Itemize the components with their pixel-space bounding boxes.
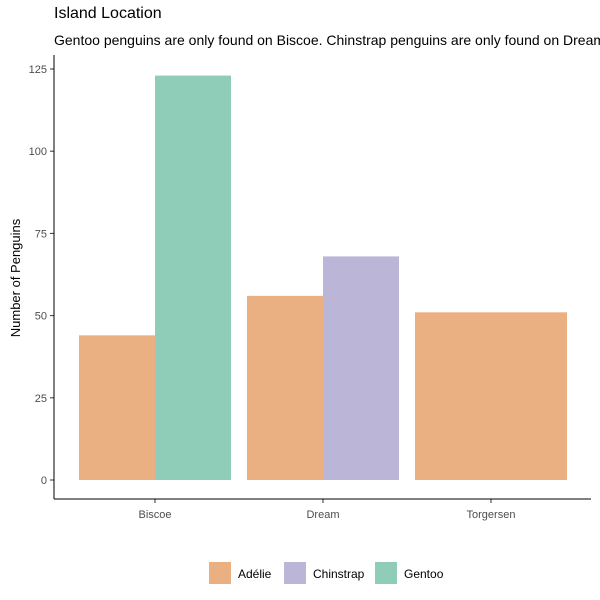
chart-title: Island Location: [54, 5, 162, 22]
bar-biscoe-adelie: [79, 335, 155, 480]
legend: Adélie Chinstrap Gentoo: [209, 562, 444, 584]
y-tick-label: 25: [35, 393, 47, 405]
legend-label: Adélie: [238, 567, 272, 581]
x-tick-label: Biscoe: [138, 509, 171, 521]
legend-swatch: [284, 562, 306, 584]
legend-swatch: [375, 562, 397, 584]
chart-subtitle: Gentoo penguins are only found on Biscoe…: [54, 32, 600, 48]
bar-torgersen-adelie: [415, 312, 567, 480]
y-tick-label: 125: [29, 64, 47, 76]
bar-dream-chinstrap: [323, 256, 399, 480]
x-axis-ticks: Biscoe Dream Torgersen: [138, 499, 515, 521]
y-tick-label: 75: [35, 228, 47, 240]
x-tick-label: Dream: [306, 509, 339, 521]
y-tick-label: 100: [29, 146, 47, 158]
y-axis-ticks: 0 25 50 75 100 125: [29, 64, 54, 487]
y-tick-label: 0: [41, 475, 47, 487]
bar-dream-adelie: [247, 295, 323, 480]
bars-group: [79, 75, 567, 481]
legend-swatch: [209, 562, 231, 584]
legend-label: Gentoo: [404, 567, 444, 581]
x-tick-label: Torgersen: [467, 509, 516, 521]
bar-biscoe-gentoo: [155, 75, 231, 481]
y-axis-title: Number of Penguins: [8, 218, 23, 337]
y-tick-label: 50: [35, 311, 47, 323]
legend-label: Chinstrap: [313, 567, 365, 581]
